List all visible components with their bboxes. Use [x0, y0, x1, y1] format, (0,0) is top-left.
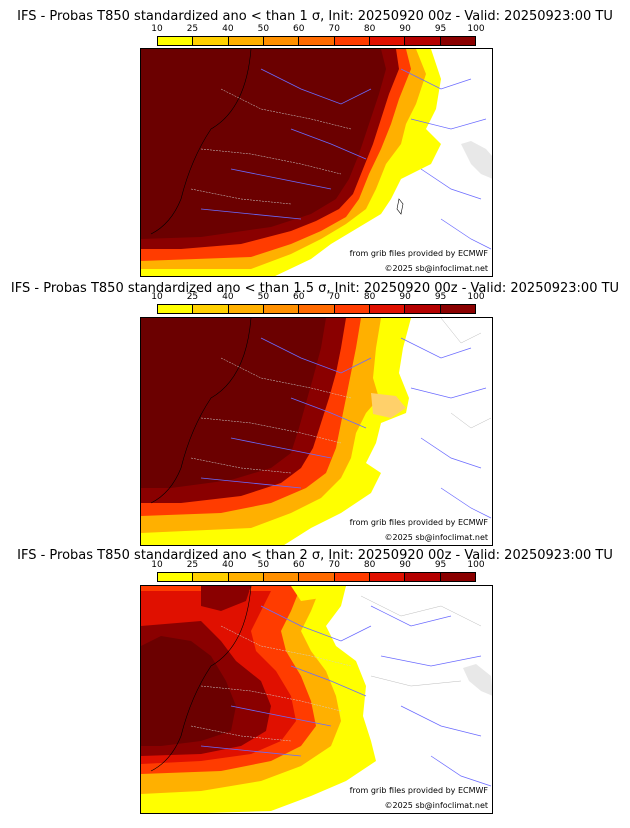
copyright-credit: ©2025 sb@infoclimat.net [384, 264, 489, 273]
colorbar-tick-label: 90 [399, 24, 411, 34]
colorbar-swatch [158, 305, 194, 313]
colorbar-swatch [228, 573, 264, 581]
colorbar-tick-label: 70 [328, 292, 340, 302]
colorbar-swatch [405, 305, 441, 313]
colorbar-tick-label: 90 [399, 560, 411, 570]
colorbar-swatch [369, 305, 406, 313]
colorbar-swatch [440, 305, 475, 313]
source-credit: from grib files provided by ECMWF [349, 786, 488, 795]
colorbar-tick-label: 70 [328, 24, 340, 34]
source-credit: from grib files provided by ECMWF [349, 249, 488, 258]
panel-2-title: IFS - Probas T850 standardized ano < tha… [10, 281, 620, 296]
colorbar-3: 10 25 40 50 60 70 80 90 95 100 [151, 560, 485, 584]
colorbar-swatch [158, 37, 194, 45]
colorbar-swatch [369, 37, 406, 45]
colorbar-tick-label: 10 [151, 560, 163, 570]
colorbar-tick-label: 50 [257, 560, 270, 570]
colorbar-tick-label: 90 [399, 292, 411, 302]
colorbar-swatch [193, 573, 229, 581]
colorbar-tick-label: 80 [363, 292, 376, 302]
colorbar-tick-label: 60 [293, 24, 305, 34]
probability-map-1 [141, 49, 492, 276]
colorbar-swatch [263, 573, 300, 581]
colorbar-tick-label: 95 [434, 560, 447, 570]
colorbar-swatch [405, 37, 441, 45]
colorbar-swatch [334, 573, 370, 581]
colorbar-1: 10 25 40 50 60 70 80 90 95 100 [151, 24, 485, 48]
copyright-credit: ©2025 sb@infoclimat.net [384, 801, 489, 810]
colorbar-swatch [299, 305, 335, 313]
probability-map-2 [141, 318, 492, 545]
map-panel-2: from grib files provided by ECMWF ©2025 … [140, 317, 493, 546]
colorbar-swatches [157, 36, 476, 46]
colorbar-swatch [299, 573, 335, 581]
colorbar-swatch [193, 37, 229, 45]
colorbar-tick-label: 10 [151, 24, 163, 34]
colorbar-swatch [334, 37, 370, 45]
source-credit: from grib files provided by ECMWF [349, 518, 488, 527]
copyright-credit: ©2025 sb@infoclimat.net [384, 533, 489, 542]
colorbar-tick-label: 80 [363, 24, 376, 34]
colorbar-tick-label: 50 [257, 292, 270, 302]
colorbar-tick-label: 60 [293, 292, 305, 302]
colorbar-tick-label: 70 [328, 560, 340, 570]
colorbar-swatch [263, 305, 300, 313]
colorbar-swatch [440, 573, 475, 581]
colorbar-tick-label: 25 [186, 560, 199, 570]
colorbar-tick-label: 100 [467, 560, 485, 570]
colorbar-swatch [334, 305, 370, 313]
colorbar-swatch [405, 573, 441, 581]
colorbar-swatch [369, 573, 406, 581]
colorbar-swatch [263, 37, 300, 45]
colorbar-tick-label: 95 [434, 24, 447, 34]
colorbar-tick-label: 95 [434, 292, 447, 302]
map-panel-3: from grib files provided by ECMWF ©2025 … [140, 585, 493, 814]
colorbar-tick-label: 40 [222, 560, 234, 570]
colorbar-labels: 10 25 40 50 60 70 80 90 95 100 [151, 24, 484, 35]
colorbar-swatches [157, 572, 476, 582]
colorbar-swatches [157, 304, 476, 314]
colorbar-tick-label: 40 [222, 292, 234, 302]
panel-1-title: IFS - Probas T850 standardized ano < tha… [17, 9, 613, 24]
colorbar-tick-label: 80 [363, 560, 376, 570]
colorbar-labels: 10 25 40 50 60 70 80 90 95 100 [151, 560, 484, 571]
map-panel-1: from grib files provided by ECMWF ©2025 … [140, 48, 493, 277]
colorbar-tick-label: 60 [293, 560, 305, 570]
panel-3-title: IFS - Probas T850 standardized ano < tha… [17, 548, 613, 563]
colorbar-swatch [299, 37, 335, 45]
colorbar-2: 10 25 40 50 60 70 80 90 95 100 [151, 292, 485, 316]
colorbar-tick-label: 25 [186, 24, 199, 34]
colorbar-tick-label: 50 [257, 24, 270, 34]
colorbar-swatch [158, 573, 194, 581]
colorbar-swatch [440, 37, 475, 45]
colorbar-swatch [228, 37, 264, 45]
colorbar-labels: 10 25 40 50 60 70 80 90 95 100 [151, 292, 484, 303]
colorbar-tick-label: 100 [467, 24, 485, 34]
colorbar-tick-label: 10 [151, 292, 163, 302]
colorbar-swatch [228, 305, 264, 313]
colorbar-tick-label: 100 [467, 292, 485, 302]
colorbar-tick-label: 25 [186, 292, 199, 302]
colorbar-swatch [193, 305, 229, 313]
colorbar-tick-label: 40 [222, 24, 234, 34]
probability-map-3 [141, 586, 492, 813]
